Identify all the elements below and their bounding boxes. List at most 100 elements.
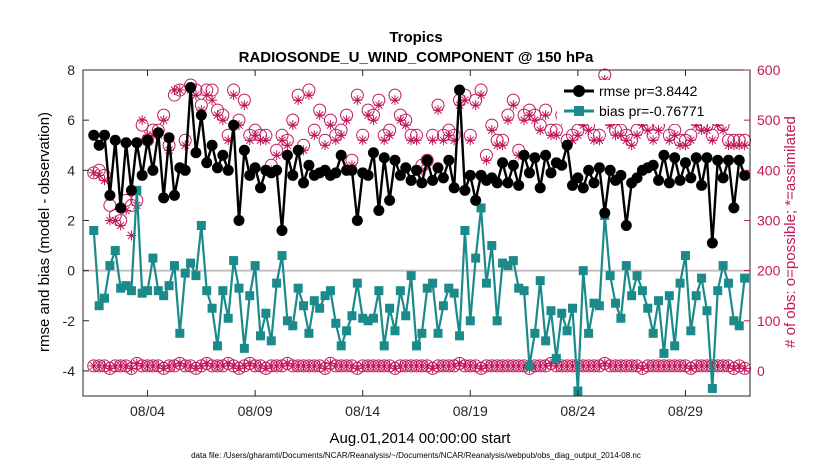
rmse-point — [228, 119, 240, 131]
bias-point — [368, 313, 378, 323]
possible-obs-marker-low — [124, 361, 138, 375]
bias-point — [126, 286, 136, 296]
rmse-point — [588, 177, 600, 189]
bias-point — [621, 261, 631, 271]
assimilated-obs-marker — [626, 140, 637, 151]
assimilated-obs-marker — [551, 130, 562, 141]
bias-point — [234, 283, 244, 293]
assimilated-obs-marker — [357, 135, 368, 146]
assimilated-obs-marker — [395, 115, 406, 126]
assimilated-obs-marker-low — [492, 360, 503, 371]
assimilated-obs-marker-low — [303, 360, 314, 371]
assimilated-obs-marker — [664, 135, 675, 146]
bias-point — [202, 286, 212, 296]
rmse-point — [195, 109, 207, 121]
x-tick-label: 08/09 — [238, 403, 273, 419]
bias-point — [670, 341, 680, 351]
assimilated-obs-marker-low — [309, 360, 320, 371]
rmse-point — [411, 164, 422, 176]
rmse-point — [99, 129, 111, 141]
assimilated-obs-marker-low — [363, 360, 374, 371]
assimilated-obs-marker-low — [648, 360, 659, 371]
bias-point — [153, 286, 163, 296]
bias-point — [734, 321, 744, 331]
bias-point — [390, 326, 400, 336]
y-tick-label: 4 — [67, 162, 75, 178]
bias-point — [455, 331, 465, 341]
bias-point — [159, 291, 169, 301]
y2-tick-label: 100 — [757, 313, 781, 329]
bias-point — [352, 278, 362, 288]
legend-rmse-marker — [573, 85, 585, 97]
bias-point — [589, 298, 599, 308]
bias-point — [293, 283, 303, 293]
legend: rmse pr=3.8442 bias pr=-0.76771 — [557, 80, 733, 124]
rmse-point — [690, 152, 702, 164]
assimilated-obs-marker — [685, 135, 696, 146]
assimilated-obs-marker — [465, 135, 476, 146]
rmse-point — [599, 207, 611, 219]
y2-axis-label: # of obs: o=possible; *=assimilated — [782, 116, 799, 348]
rmse-series-layer — [88, 82, 751, 249]
assimilated-obs-marker-low — [115, 360, 126, 371]
bias-point — [412, 341, 421, 351]
bias-point — [100, 293, 110, 303]
assimilated-obs-marker-low — [330, 360, 341, 371]
bias-point — [121, 281, 131, 291]
assimilated-obs-marker — [492, 140, 503, 151]
bias-point — [519, 286, 529, 296]
assimilated-obs-marker — [169, 85, 180, 96]
bias-point — [395, 286, 405, 296]
assimilated-obs-marker — [223, 135, 234, 146]
bias-point — [342, 326, 352, 336]
bias-point — [584, 328, 594, 338]
rmse-point — [88, 129, 100, 141]
x-tick-label: 08/29 — [668, 403, 703, 419]
assimilated-obs-marker — [508, 100, 519, 111]
legend-rmse-label: rmse pr=3.8442 — [599, 83, 698, 99]
assimilated-obs-marker — [476, 90, 487, 101]
bias-point — [309, 296, 319, 306]
rmse-point — [206, 139, 218, 151]
bias-point — [401, 311, 411, 321]
bias-point — [567, 303, 577, 313]
rmse-point — [421, 154, 433, 166]
assimilated-obs-marker-low — [341, 360, 352, 371]
bias-point — [433, 328, 443, 338]
rmse-point — [378, 152, 390, 164]
rmse-point — [701, 152, 713, 164]
assimilated-obs-marker-low — [486, 360, 497, 371]
bias-point — [379, 341, 389, 351]
assimilated-obs-marker — [524, 110, 535, 121]
bias-point — [627, 291, 637, 301]
assimilated-obs-marker-low — [605, 360, 616, 371]
rmse-point — [115, 202, 127, 214]
rmse-point — [292, 144, 304, 156]
bias-point — [89, 225, 99, 235]
rmse-point — [179, 164, 191, 176]
assimilated-obs-marker-low — [583, 360, 594, 371]
rmse-point — [298, 177, 310, 189]
assimilated-obs-marker — [653, 125, 664, 136]
assimilated-obs-marker — [389, 95, 400, 106]
assimilated-obs-marker — [572, 130, 583, 141]
bias-point — [180, 268, 190, 278]
assimilated-obs-marker-low — [535, 360, 546, 371]
rmse-point — [577, 182, 589, 194]
rmse-point — [615, 169, 627, 181]
assimilated-obs-marker-low — [508, 360, 519, 371]
assimilated-obs-marker-low — [551, 360, 562, 371]
assimilated-obs-marker — [406, 135, 417, 146]
bias-point — [664, 291, 674, 301]
rmse-point — [238, 144, 250, 156]
assimilated-obs-marker-low — [653, 360, 664, 371]
assimilated-obs-marker-low — [739, 363, 750, 374]
assimilated-obs-marker-low — [502, 360, 513, 371]
assimilated-obs-marker — [728, 140, 739, 151]
assimilated-obs-marker-low — [718, 360, 729, 371]
rmse-point — [233, 214, 245, 226]
bias-point — [729, 316, 739, 326]
bias-point — [261, 308, 271, 318]
assimilated-obs-marker-low — [94, 360, 105, 371]
bias-point — [611, 298, 621, 308]
